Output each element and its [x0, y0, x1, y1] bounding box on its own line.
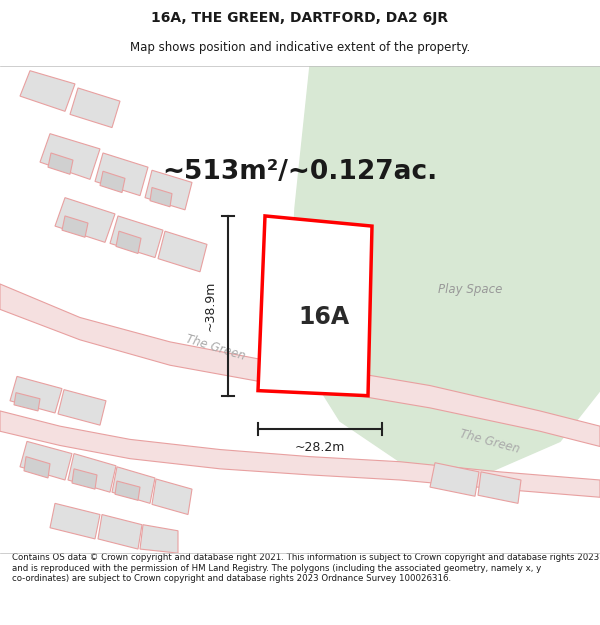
Polygon shape: [110, 216, 163, 258]
Polygon shape: [98, 514, 142, 549]
Polygon shape: [140, 525, 178, 553]
Polygon shape: [478, 472, 521, 503]
Polygon shape: [116, 231, 141, 254]
Text: 16A: 16A: [298, 305, 349, 329]
Polygon shape: [14, 392, 40, 411]
Polygon shape: [10, 376, 62, 413]
Polygon shape: [152, 479, 192, 514]
Polygon shape: [24, 457, 50, 478]
Text: 16A, THE GREEN, DARTFORD, DA2 6JR: 16A, THE GREEN, DARTFORD, DA2 6JR: [151, 11, 449, 26]
Polygon shape: [150, 188, 172, 207]
Polygon shape: [40, 134, 100, 179]
Polygon shape: [258, 216, 372, 396]
Polygon shape: [290, 66, 600, 472]
Polygon shape: [0, 284, 600, 446]
Polygon shape: [50, 503, 100, 539]
Text: Contains OS data © Crown copyright and database right 2021. This information is : Contains OS data © Crown copyright and d…: [12, 553, 599, 583]
Polygon shape: [62, 216, 88, 238]
Text: The Green: The Green: [184, 332, 247, 363]
Polygon shape: [158, 231, 207, 272]
Polygon shape: [70, 88, 120, 127]
Polygon shape: [72, 469, 97, 489]
Polygon shape: [55, 198, 115, 242]
Polygon shape: [48, 153, 73, 174]
Text: Play Space: Play Space: [438, 282, 502, 296]
Polygon shape: [100, 171, 125, 192]
Polygon shape: [115, 481, 140, 500]
Text: The Green: The Green: [458, 427, 521, 456]
Polygon shape: [145, 170, 192, 210]
Polygon shape: [58, 389, 106, 425]
Polygon shape: [68, 454, 116, 493]
Polygon shape: [20, 71, 75, 111]
Text: ~513m²/~0.127ac.: ~513m²/~0.127ac.: [163, 159, 437, 185]
Polygon shape: [112, 467, 155, 503]
Polygon shape: [430, 462, 479, 496]
Polygon shape: [95, 153, 148, 196]
Text: ~28.2m: ~28.2m: [295, 441, 345, 454]
Text: ~38.9m: ~38.9m: [203, 281, 217, 331]
Polygon shape: [0, 411, 600, 498]
Text: Map shows position and indicative extent of the property.: Map shows position and indicative extent…: [130, 41, 470, 54]
Polygon shape: [20, 441, 72, 480]
